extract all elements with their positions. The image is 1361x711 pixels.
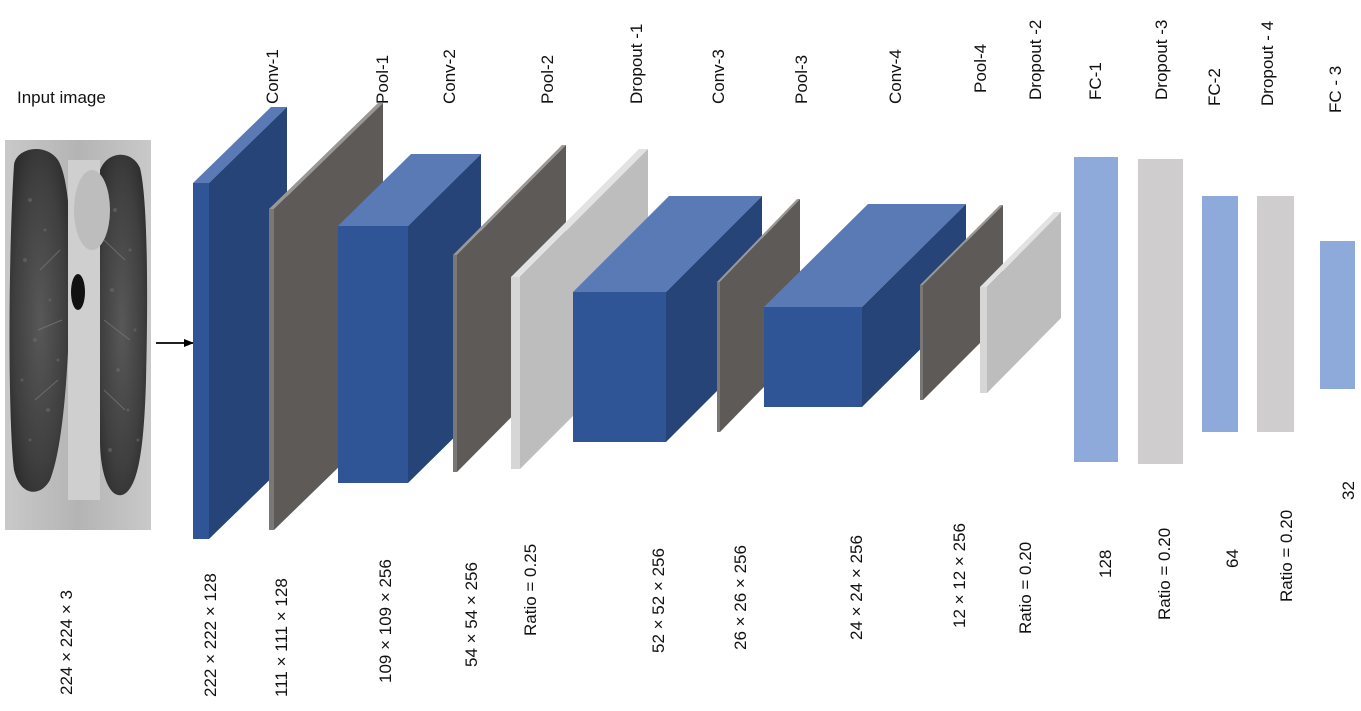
layer-dims-pool-1: 111 × 111 × 128	[272, 578, 291, 697]
layer-name-dropout-4: Dropout - 4	[1258, 21, 1277, 106]
layer-dropout-4-block	[1257, 196, 1294, 432]
input-title: Input image	[17, 88, 106, 107]
layer-name-pool-4: Pool-4	[971, 44, 990, 93]
layer-dims-conv-1: 222 × 222 × 128	[201, 573, 220, 697]
layer-fc-1-block	[1074, 157, 1118, 462]
layer-name-dropout-3: Dropout -3	[1152, 20, 1171, 100]
layer-name-conv-1: Conv-1	[263, 49, 282, 104]
layer-name-dropout-1: Dropout -1	[627, 24, 646, 104]
layer-conv-4-block	[764, 204, 966, 407]
layer-dims-dropout-1: Ratio = 0.25	[521, 544, 540, 636]
layer-dropout-3-block	[1138, 159, 1183, 464]
layer-name-fc-3: FC - 3	[1326, 66, 1345, 113]
layer-name-conv-2: Conv-2	[440, 49, 459, 104]
input-image	[5, 140, 151, 530]
layer-pool-4-block	[920, 205, 1003, 400]
layer-dims-conv-2: 109 × 109 × 256	[376, 559, 395, 683]
layer-dims-pool-2: 54 × 54 × 256	[462, 562, 481, 667]
layer-dims-dropout-2: Ratio = 0.20	[1016, 542, 1035, 634]
layer-name-conv-4: Conv-4	[886, 49, 905, 104]
layer-fc-3-block	[1320, 241, 1355, 389]
layer-name-pool-3: Pool-3	[792, 55, 811, 104]
layer-dims-fc-1: 128	[1096, 550, 1115, 578]
layer-dims-fc-2: 64	[1223, 549, 1242, 568]
layer-name-pool-2: Pool-2	[538, 55, 557, 104]
layer-dims-fc-3: 32	[1339, 481, 1358, 500]
layer-fc-2-block	[1202, 196, 1238, 432]
layer-dropout-2-block	[980, 212, 1061, 393]
layer-conv-1-block	[193, 107, 287, 539]
layer-dims-dropout-3: Ratio = 0.20	[1155, 528, 1174, 620]
layer-name-pool-1: Pool-1	[373, 55, 392, 104]
layer-dims-conv-3: 52 × 52 × 256	[649, 548, 668, 653]
layer-dims-conv-4: 24 × 24 × 256	[847, 535, 866, 640]
input-dims: 224 × 224 × 3	[57, 590, 76, 695]
layer-dims-pool-4: 12 × 12 × 256	[950, 523, 969, 628]
layer-name-conv-3: Conv-3	[709, 49, 728, 104]
layer-name-fc-1: FC-1	[1086, 62, 1105, 100]
layer-conv-3-block	[573, 196, 762, 442]
layer-dims-dropout-4: Ratio = 0.20	[1277, 510, 1296, 602]
layer-name-fc-2: FC-2	[1205, 68, 1224, 106]
layer-dims-pool-3: 26 × 26 × 256	[731, 545, 750, 650]
layer-pool-3-block	[717, 199, 800, 432]
layer-name-dropout-2: Dropout -2	[1026, 20, 1045, 100]
